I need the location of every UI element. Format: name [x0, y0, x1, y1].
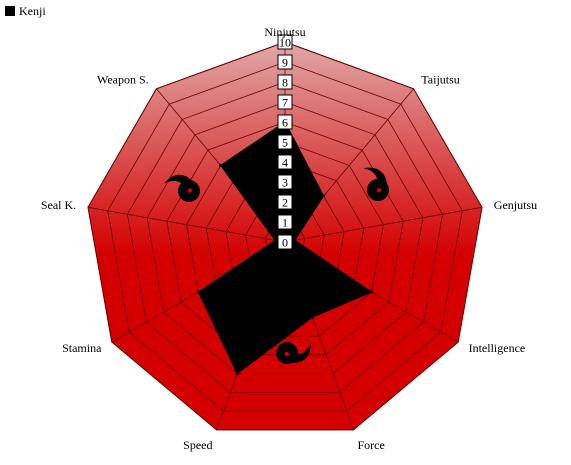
- grid-spoke: [87, 206, 286, 243]
- tick-label-box: [277, 114, 293, 130]
- tick-label: 5: [282, 136, 288, 150]
- tick-label: 9: [282, 56, 288, 70]
- grid-ring: [87, 41, 483, 431]
- axis-label: Intelligence: [469, 341, 526, 355]
- tick-label: 8: [282, 76, 288, 90]
- tick-label-box: [277, 194, 293, 210]
- tomoe-icon: [276, 342, 312, 364]
- axis-label: Force: [358, 438, 385, 452]
- tick-label: 2: [282, 196, 288, 210]
- data-point: [235, 372, 239, 376]
- data-point: [273, 238, 277, 242]
- tick-label-box: [277, 234, 293, 250]
- axis-label: Seal K.: [41, 198, 76, 212]
- grid-ring: [146, 101, 424, 375]
- tick-label: 0: [282, 236, 288, 250]
- tick-label: 1: [282, 216, 288, 230]
- grid-ring: [126, 81, 444, 393]
- tick-label-box: [277, 74, 293, 90]
- tomoe-icon: [363, 167, 389, 201]
- legend-swatch: [5, 6, 15, 16]
- data-point: [310, 315, 314, 319]
- tick-label-box: [277, 34, 293, 50]
- tick-label: 4: [282, 156, 288, 170]
- axis-label: Taijutsu: [421, 73, 460, 87]
- data-point: [370, 290, 374, 294]
- tomoe-decorations: [163, 167, 389, 364]
- tick-label-box: [277, 94, 293, 110]
- grid-ring: [107, 61, 463, 412]
- tick-label-box: [277, 214, 293, 230]
- tick-label: 10: [279, 36, 291, 50]
- tick-label: 6: [282, 116, 288, 130]
- tick-label-box: [277, 134, 293, 150]
- legend-label: Kenji: [19, 4, 46, 18]
- tick-label-box: [277, 174, 293, 190]
- tick-label-box: [277, 154, 293, 170]
- tick-label: 7: [282, 96, 288, 110]
- axis-label: Speed: [183, 438, 212, 452]
- tomoe-icon: [163, 174, 200, 202]
- data-point: [322, 194, 326, 198]
- data-point: [196, 290, 200, 294]
- axis-label: Stamina: [62, 341, 102, 355]
- radial-tick-labels: 0 1 2 3 4 5 6 7 8 9 10: [277, 34, 293, 250]
- data-point: [293, 238, 297, 242]
- grid-spoke: [284, 206, 483, 243]
- data-point: [219, 163, 223, 167]
- legend: Kenji: [5, 4, 46, 18]
- axis-label: Genjutsu: [494, 198, 537, 212]
- axis-label: Weapon S.: [97, 73, 149, 87]
- tick-label-box: [277, 54, 293, 70]
- axis-label: Ninjutsu: [264, 25, 305, 39]
- axis-labels: Ninjutsu Taijutsu Genjutsu Intelligence Forc…: [41, 25, 537, 452]
- tick-label: 3: [282, 176, 288, 190]
